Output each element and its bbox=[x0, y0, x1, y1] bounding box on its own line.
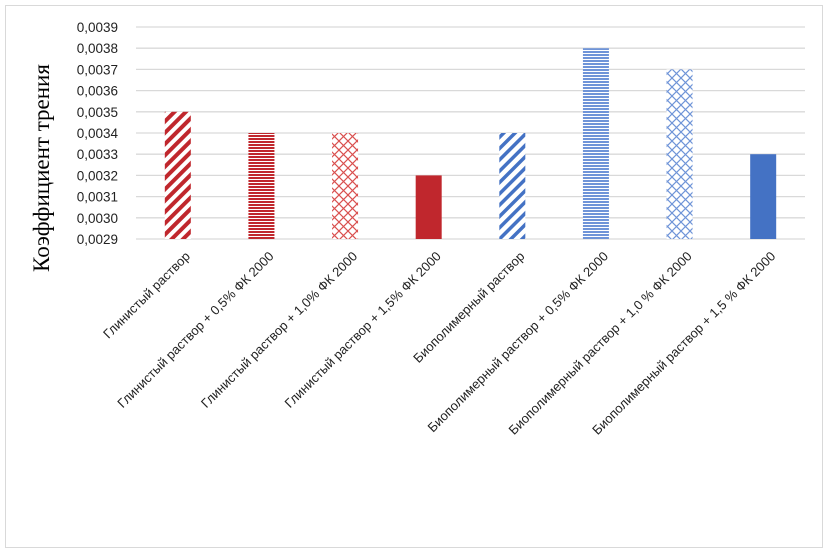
y-tick-label: 0,0034 bbox=[77, 126, 119, 141]
bar bbox=[499, 133, 526, 239]
y-tick-label: 0,0031 bbox=[77, 190, 118, 205]
x-category-label: Глинистый раствор + 1,5% ФК 2000 bbox=[282, 249, 444, 411]
y-tick-label: 0,0035 bbox=[77, 105, 118, 120]
y-tick-label: 0,0038 bbox=[77, 41, 118, 56]
y-tick-label: 0,0033 bbox=[77, 147, 118, 162]
bar bbox=[415, 175, 442, 239]
x-category-label: Биополимерный раствор + 1,5 % ФК 2000 bbox=[589, 249, 778, 438]
bar bbox=[332, 133, 359, 239]
x-category-label: Биополимерный раствор + 1,0 % ФК 2000 bbox=[506, 249, 695, 438]
bar bbox=[750, 154, 777, 239]
bar-chart: 0,0029 0,0030 0,0031 0,0032 0,0033 0,0034 0,00… bbox=[29, 20, 805, 438]
y-tick-label: 0,0039 bbox=[77, 20, 118, 35]
y-tick-label: 0,0032 bbox=[77, 168, 118, 183]
x-category-label: Глинистый раствор bbox=[100, 249, 193, 342]
y-tick-label: 0,0036 bbox=[77, 84, 118, 99]
bar bbox=[248, 133, 275, 239]
chart-frame: 0,0029 0,0030 0,0031 0,0032 0,0033 0,0034 0,00… bbox=[5, 5, 823, 548]
x-category-label: Биополимерный раствор + 0,5% ФК 2000 bbox=[425, 249, 612, 436]
bar bbox=[164, 111, 191, 239]
x-category-label: Глинистый раствор + 0,5% ФК 2000 bbox=[114, 249, 276, 411]
bar bbox=[582, 48, 609, 240]
y-tick-label: 0,0030 bbox=[77, 211, 118, 226]
y-axis-title: Коэффициент трения bbox=[29, 64, 54, 272]
y-tick-label: 0,0037 bbox=[77, 62, 118, 77]
x-category-label: Глинистый раствор + 1,0% ФК 2000 bbox=[198, 249, 360, 411]
y-tick-label: 0,0029 bbox=[77, 232, 118, 247]
bar bbox=[666, 69, 693, 240]
